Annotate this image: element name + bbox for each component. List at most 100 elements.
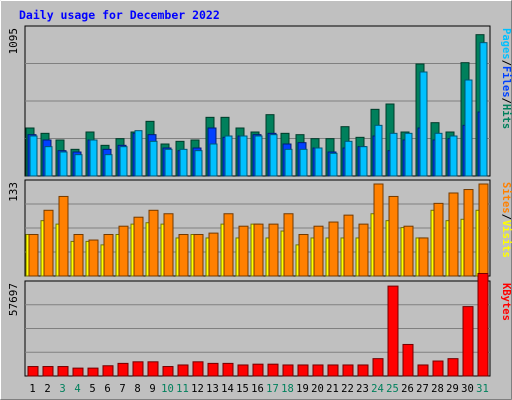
day-label: 29 <box>446 383 459 395</box>
bar-pages <box>239 135 248 177</box>
bar-kbytes <box>357 364 369 377</box>
legend-sites-label: Sites <box>500 182 512 214</box>
day-label: 23 <box>356 383 369 395</box>
panel-max-label: 1095 <box>7 28 20 55</box>
bar-pages <box>74 154 83 177</box>
panel-max-label: 133 <box>7 182 20 202</box>
bar-pages <box>299 148 308 177</box>
bar-kbytes <box>42 366 54 377</box>
bar-sites <box>418 237 429 277</box>
bar-sites <box>208 232 219 277</box>
bar-pages <box>119 146 128 177</box>
bar-sites <box>193 233 204 277</box>
legend-hits-label: Hits <box>500 104 512 129</box>
bar-sites <box>43 209 54 277</box>
bar-pages <box>284 148 293 177</box>
bar-kbytes <box>327 364 339 377</box>
day-label: 18 <box>281 383 294 395</box>
bar-sites <box>463 189 474 277</box>
bar-pages <box>29 135 38 177</box>
bar-sites <box>478 183 489 277</box>
day-label: 13 <box>206 383 219 395</box>
bar-kbytes <box>132 361 144 377</box>
bar-pages <box>404 132 413 177</box>
bar-pages <box>479 42 488 177</box>
bar-sites <box>328 221 339 277</box>
panel-legend: KBytes <box>500 283 512 321</box>
bar-pages <box>59 151 68 177</box>
bar-pages <box>149 140 158 177</box>
day-label: 1 <box>29 383 35 395</box>
day-label: 14 <box>221 383 234 395</box>
bar-pages <box>164 148 173 177</box>
day-label: 12 <box>191 383 204 395</box>
bar-kbytes <box>387 285 399 377</box>
day-label: 2 <box>44 383 50 395</box>
day-label: 30 <box>461 383 474 395</box>
bar-pages <box>434 132 443 177</box>
bar-kbytes <box>447 358 459 377</box>
day-label: 17 <box>266 383 279 395</box>
bar-sites <box>163 213 174 277</box>
day-label: 10 <box>161 383 174 395</box>
bar-kbytes <box>477 272 489 377</box>
bar-sites <box>403 225 414 277</box>
bar-sites <box>448 192 459 277</box>
bar-pages <box>44 146 53 177</box>
bar-pages <box>374 124 383 177</box>
bar-kbytes <box>57 366 69 377</box>
bar-pages <box>209 143 218 177</box>
bar-kbytes <box>432 360 444 377</box>
day-label: 9 <box>149 383 155 395</box>
bar-kbytes <box>102 365 114 377</box>
day-label: 31 <box>476 383 489 395</box>
day-label: 22 <box>341 383 354 395</box>
day-label: 25 <box>386 383 399 395</box>
bar-kbytes <box>312 364 324 377</box>
bar-kbytes <box>177 364 189 377</box>
legend-files-label: Files <box>500 66 512 98</box>
bar-sites <box>283 213 294 277</box>
bar-kbytes <box>192 361 204 377</box>
bar-pages <box>449 135 458 177</box>
bar-sites <box>238 225 249 277</box>
bar-sites <box>343 214 354 277</box>
legend-visits-label: Visits <box>500 220 512 258</box>
day-label: 21 <box>326 383 339 395</box>
bar-kbytes <box>27 366 39 377</box>
legend--label: / <box>500 60 512 66</box>
bar-kbytes <box>162 366 174 377</box>
day-label: 26 <box>401 383 414 395</box>
day-label: 19 <box>296 383 309 395</box>
bar-sites <box>268 223 279 277</box>
day-label: 5 <box>89 383 95 395</box>
bar-sites <box>58 195 69 277</box>
bar-pages <box>464 79 473 177</box>
bar-pages <box>104 154 113 177</box>
bar-kbytes <box>297 364 309 377</box>
panel-legend: Pages/Files/Hits <box>500 28 512 129</box>
bar-pages <box>344 140 353 177</box>
bar-pages <box>89 139 98 177</box>
bar-pages <box>179 148 188 177</box>
bar-kbytes <box>147 361 159 377</box>
bar-sites <box>223 213 234 277</box>
day-label: 6 <box>104 383 110 395</box>
bar-sites <box>298 233 309 277</box>
day-label: 24 <box>371 383 384 395</box>
bar-kbytes <box>72 367 84 377</box>
bar-pages <box>224 135 233 177</box>
day-label: 7 <box>119 383 125 395</box>
chart-title: Daily usage for December 2022 <box>19 8 220 22</box>
bar-sites <box>133 216 144 277</box>
bar-pages <box>194 150 203 177</box>
bar-kbytes <box>372 358 384 377</box>
day-label: 11 <box>176 383 189 395</box>
legend-pages-label: Pages <box>500 28 512 60</box>
bar-sites <box>118 225 129 277</box>
bar-sites <box>433 202 444 277</box>
bar-kbytes <box>267 363 279 377</box>
bar-pages <box>314 147 323 177</box>
bar-kbytes <box>252 363 264 377</box>
